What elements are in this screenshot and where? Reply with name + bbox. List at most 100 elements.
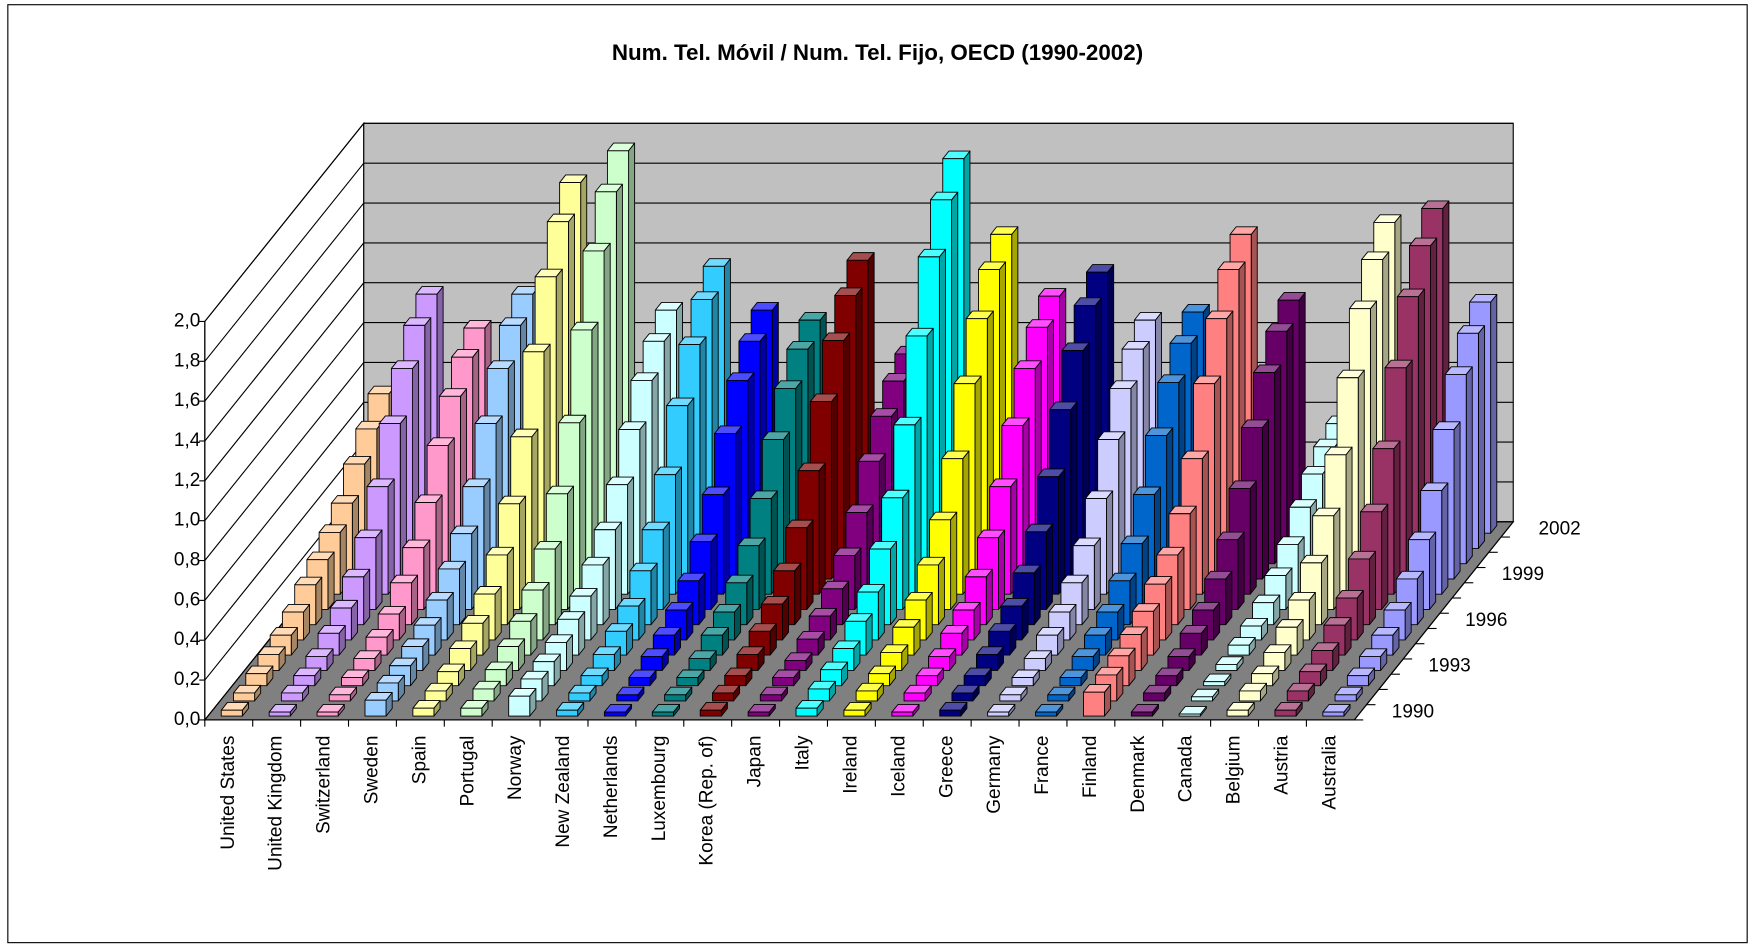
bar-front bbox=[245, 673, 268, 687]
bar bbox=[1071, 648, 1100, 671]
bar bbox=[1204, 570, 1233, 626]
bar bbox=[736, 646, 765, 671]
bar-front bbox=[1155, 675, 1178, 687]
bar bbox=[664, 686, 693, 702]
bar bbox=[1239, 617, 1269, 641]
bar bbox=[603, 704, 633, 717]
bar bbox=[820, 661, 849, 687]
bar-side bbox=[650, 562, 658, 626]
bar-front bbox=[1299, 671, 1321, 687]
bar bbox=[628, 669, 657, 687]
bar-front bbox=[1143, 692, 1166, 702]
bar-front bbox=[628, 677, 651, 687]
bar-front bbox=[1130, 711, 1153, 717]
bar bbox=[1059, 669, 1088, 687]
bar bbox=[1334, 686, 1363, 702]
bar bbox=[1035, 704, 1064, 717]
bar bbox=[747, 704, 776, 717]
bar-side bbox=[602, 556, 610, 626]
bar-side bbox=[1249, 480, 1257, 595]
grid-line bbox=[204, 202, 365, 402]
bar bbox=[867, 665, 896, 687]
bar-front bbox=[963, 675, 986, 687]
bar bbox=[472, 680, 501, 702]
bar-side bbox=[554, 540, 562, 626]
x-tick-label: Netherlands bbox=[601, 736, 622, 839]
bar-side bbox=[890, 540, 897, 626]
bar-side bbox=[567, 485, 574, 610]
bar-front bbox=[616, 694, 639, 702]
bar bbox=[903, 684, 932, 702]
bar-front bbox=[556, 709, 579, 717]
bar-front bbox=[1274, 709, 1297, 717]
bar-front bbox=[772, 677, 795, 687]
bar-side bbox=[1274, 364, 1282, 565]
bar-side bbox=[1177, 546, 1185, 626]
bar-front bbox=[1167, 656, 1190, 671]
axis-line bbox=[1353, 521, 1514, 721]
bar bbox=[987, 704, 1016, 717]
bar-side bbox=[902, 489, 910, 610]
bar-front bbox=[1059, 677, 1082, 687]
bar-front bbox=[1035, 711, 1058, 717]
bar-side bbox=[806, 519, 814, 610]
bar bbox=[1203, 673, 1232, 687]
bar-side bbox=[1381, 503, 1389, 610]
y-tick-label: 0,8 bbox=[174, 550, 200, 571]
bar-front bbox=[1227, 644, 1250, 656]
bar bbox=[341, 669, 370, 687]
bar-side bbox=[1045, 523, 1053, 610]
bar bbox=[1047, 686, 1076, 702]
bar bbox=[940, 625, 969, 656]
bar-front bbox=[747, 711, 770, 717]
bar bbox=[281, 603, 311, 641]
x-tick-label: Sweden bbox=[362, 736, 383, 805]
bar bbox=[376, 674, 405, 702]
bar-side bbox=[1429, 531, 1437, 610]
bar bbox=[843, 702, 872, 717]
bar-front bbox=[1346, 675, 1369, 687]
bar bbox=[556, 702, 585, 717]
bar-side bbox=[411, 574, 419, 626]
bar-front bbox=[603, 711, 627, 717]
bar bbox=[364, 692, 393, 717]
bar bbox=[988, 623, 1017, 656]
bar bbox=[1215, 656, 1244, 671]
bar-front bbox=[568, 692, 591, 702]
bar-front bbox=[233, 692, 256, 702]
y-tick-label: 1,6 bbox=[174, 390, 200, 411]
bar bbox=[425, 591, 454, 641]
bar-front bbox=[951, 692, 974, 702]
bar-side bbox=[375, 529, 383, 610]
bar-front bbox=[939, 709, 962, 717]
bar bbox=[807, 680, 836, 702]
bar bbox=[952, 601, 981, 641]
bar-front bbox=[305, 656, 328, 671]
bar-front bbox=[1203, 681, 1226, 687]
bar-side bbox=[1490, 294, 1498, 534]
bar bbox=[1036, 627, 1065, 656]
y-tick-label: 2,0 bbox=[174, 310, 200, 331]
bar-front bbox=[999, 694, 1022, 702]
bar bbox=[1238, 682, 1268, 702]
bar bbox=[700, 627, 729, 656]
bar bbox=[592, 646, 621, 671]
bar-front bbox=[688, 658, 711, 671]
bar-side bbox=[1477, 325, 1486, 549]
bar bbox=[1227, 637, 1256, 656]
bar bbox=[1131, 603, 1160, 656]
bar-side bbox=[1321, 554, 1329, 626]
bar-front bbox=[1071, 656, 1094, 671]
grid-line bbox=[204, 322, 365, 522]
bar bbox=[963, 667, 992, 687]
bar-side bbox=[494, 586, 502, 641]
x-tick-label: United States bbox=[218, 736, 239, 850]
bar-front bbox=[795, 707, 818, 717]
bar bbox=[1251, 665, 1280, 687]
x-tick-label: Germany bbox=[984, 735, 1005, 814]
bar-side bbox=[1033, 564, 1041, 626]
bar-front bbox=[784, 660, 807, 671]
bar bbox=[796, 631, 825, 656]
bar-front bbox=[724, 675, 747, 687]
